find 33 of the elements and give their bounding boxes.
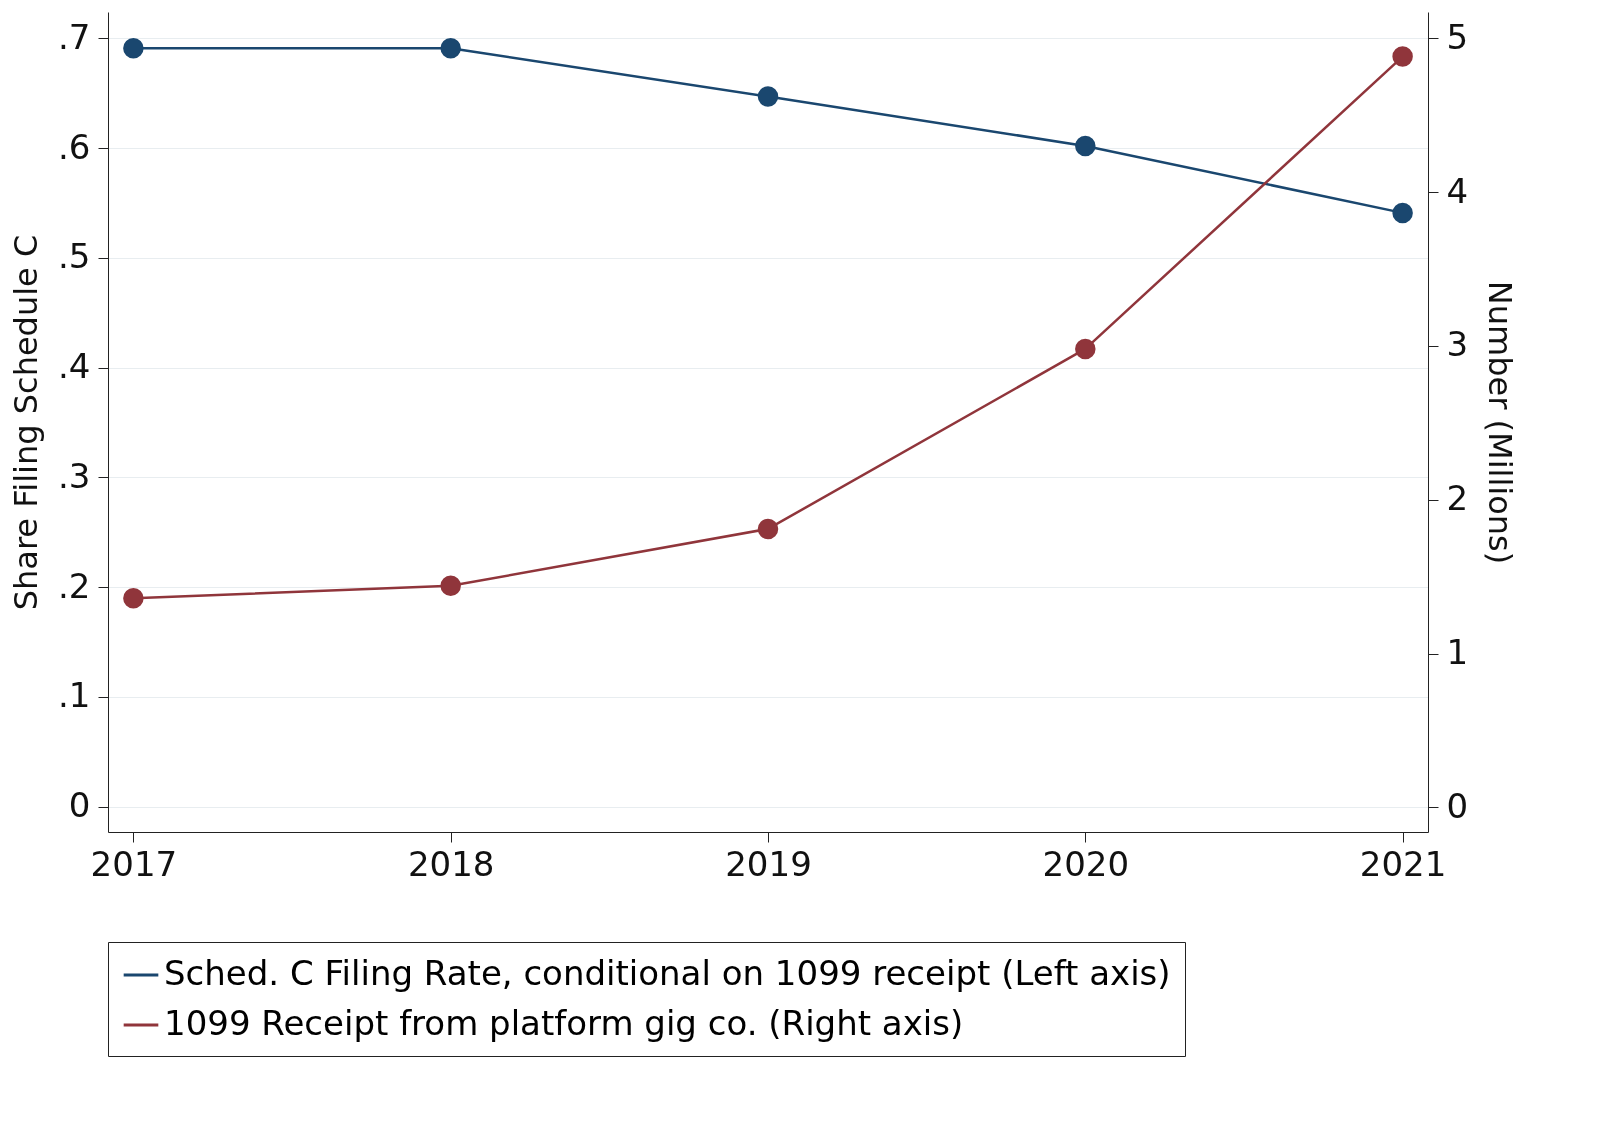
y2-tick-label: 1 bbox=[1446, 632, 1469, 673]
y2-tick-label: 5 bbox=[1446, 16, 1469, 57]
x-tick-label: 2017 bbox=[90, 843, 178, 884]
y2-tick-label: 0 bbox=[1446, 785, 1469, 826]
point bbox=[1392, 46, 1413, 67]
point bbox=[123, 38, 144, 59]
point bbox=[123, 587, 144, 609]
y-tick-label: .5 bbox=[58, 236, 91, 277]
x-tick-label: 2021 bbox=[1359, 843, 1447, 884]
y2-tick-label: 4 bbox=[1446, 170, 1469, 211]
legend-label: Sched. C Filing Rate, conditional on 1099 receipt (Left axis) bbox=[164, 953, 1171, 993]
y-tick-label: .1 bbox=[58, 675, 91, 716]
y-tick-label: 0 bbox=[68, 785, 91, 826]
point bbox=[757, 518, 779, 540]
y-tick-label: .7 bbox=[58, 16, 91, 57]
y-tick-label: .6 bbox=[58, 126, 91, 167]
y-tick-label: .4 bbox=[58, 346, 91, 387]
x-tick-label: 2019 bbox=[725, 843, 812, 884]
y-tick-label: .3 bbox=[58, 455, 91, 496]
y-axis-title: Share Filing Schedule C bbox=[7, 234, 46, 611]
y2-axis-title: Number (Millions) bbox=[1481, 280, 1520, 565]
x-tick-label: 2018 bbox=[407, 843, 495, 884]
y-tick-label: .2 bbox=[58, 565, 91, 606]
point bbox=[1075, 135, 1096, 157]
legend-label: 1099 Receipt from platform gig co. (Right axis) bbox=[164, 1003, 964, 1043]
point bbox=[440, 38, 461, 59]
x-tick-label: 2020 bbox=[1042, 843, 1130, 884]
point bbox=[440, 575, 461, 597]
y2-tick-label: 2 bbox=[1446, 478, 1469, 519]
y2-tick-label: 3 bbox=[1446, 324, 1469, 365]
point bbox=[1392, 202, 1413, 224]
point bbox=[757, 86, 779, 107]
point bbox=[1075, 338, 1096, 360]
